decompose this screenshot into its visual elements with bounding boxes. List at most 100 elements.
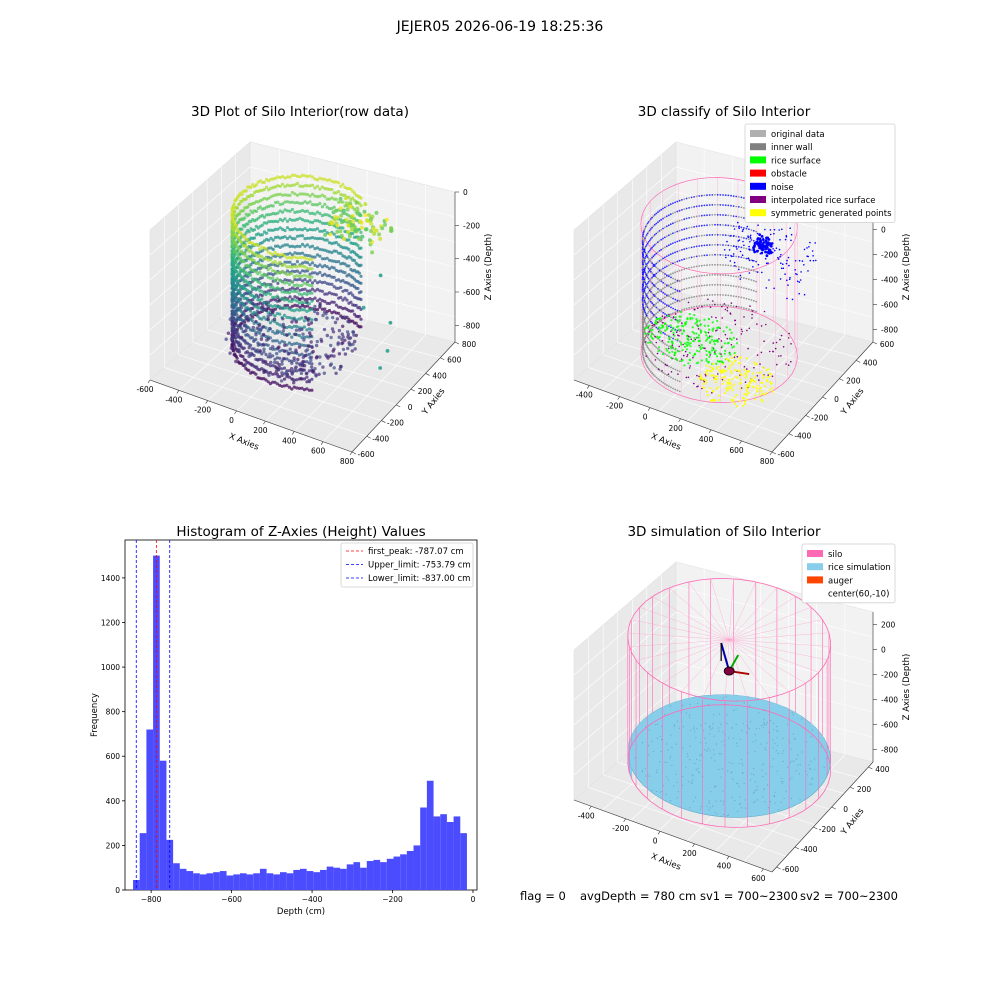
classify-point — [747, 347, 749, 350]
rice-simulation-point — [749, 779, 752, 781]
classify-point — [666, 354, 668, 357]
raw-point — [275, 286, 279, 290]
raw-point — [266, 343, 270, 347]
classify-point — [759, 363, 761, 365]
classify-point — [745, 372, 748, 375]
classify-point — [655, 321, 658, 324]
raw-point — [278, 278, 282, 282]
classify-point — [641, 333, 644, 336]
histogram-title: Histogram of Z-Axies (Height) Values — [176, 524, 425, 540]
silo-roof-spoke — [729, 581, 756, 640]
classify-point — [648, 319, 651, 322]
classify-point — [743, 368, 746, 372]
raw-point — [271, 285, 275, 289]
raw-point — [302, 308, 306, 312]
classify-point — [752, 239, 755, 242]
classify-point — [650, 336, 654, 339]
simulation-3d-plot: 3D simulation of Silo Interior -400-2000… — [573, 524, 912, 883]
classify-point — [716, 233, 719, 236]
classify-point — [745, 386, 748, 389]
raw-point — [295, 341, 299, 345]
rice-simulation-point — [692, 775, 694, 777]
classify-point — [735, 275, 738, 278]
classify-point — [709, 354, 711, 356]
raw-point — [307, 283, 311, 287]
classify-point — [651, 312, 654, 315]
rice-simulation-point — [693, 726, 695, 728]
classify-point — [646, 356, 649, 359]
raw-point — [281, 202, 285, 206]
raw-point — [320, 265, 324, 269]
raw-point — [329, 343, 333, 348]
classify-point — [740, 206, 743, 209]
raw-point — [234, 225, 238, 229]
classify-point — [694, 322, 697, 325]
rice-simulation-point — [742, 722, 744, 725]
classify-point — [686, 354, 689, 356]
classify-point — [678, 219, 681, 222]
rice-simulation-point — [721, 741, 723, 743]
raw-point — [244, 328, 248, 333]
raw-point — [287, 325, 291, 329]
classify-point — [700, 194, 703, 197]
raw-point — [288, 209, 292, 213]
raw-point — [305, 253, 310, 258]
classify-point — [645, 264, 648, 267]
classify-point — [646, 242, 649, 245]
classify-y-tick-label: 600 — [880, 340, 895, 349]
classify-point — [763, 340, 765, 343]
silo-roof-spoke — [729, 639, 790, 692]
classify-point — [764, 239, 768, 243]
classify-point — [752, 259, 755, 262]
rice-simulation-point — [694, 762, 696, 765]
raw-point — [233, 344, 237, 348]
rice-simulation-point — [813, 758, 816, 760]
histogram-bar — [426, 780, 434, 890]
classify-point — [648, 369, 651, 372]
classify-point — [780, 262, 782, 265]
raw-point — [290, 183, 294, 187]
rice-simulation-point — [752, 767, 755, 770]
raw-point — [280, 331, 284, 335]
classify-point — [690, 196, 693, 199]
silo-roof-spoke — [631, 619, 730, 640]
raw-point — [278, 209, 282, 213]
rice-simulation-point — [664, 714, 666, 716]
classify-point — [750, 239, 753, 241]
raw-point — [297, 308, 301, 312]
classify-point — [743, 207, 745, 209]
classify-point — [642, 276, 645, 279]
classify-point — [695, 195, 698, 198]
classify-point — [724, 224, 727, 227]
raw-point — [303, 227, 307, 231]
raw-point — [380, 226, 385, 231]
raw-point — [303, 219, 307, 223]
classify-point — [768, 279, 770, 281]
classify-point — [641, 351, 644, 354]
raw-point — [305, 257, 309, 261]
raw-point — [325, 187, 329, 191]
classify-point — [692, 339, 695, 343]
raw-point — [273, 314, 277, 318]
rice-simulation-point — [772, 722, 775, 724]
raw-point — [302, 335, 306, 339]
classify-point — [641, 350, 644, 352]
raw-point — [288, 251, 292, 255]
rice-simulation-point — [673, 785, 675, 787]
classify-point — [733, 235, 735, 237]
raw-point — [308, 220, 312, 224]
classify-point — [764, 257, 767, 260]
classify-point — [746, 390, 749, 393]
classify-point — [648, 249, 651, 252]
rice-simulation-point — [781, 783, 783, 785]
classify-point — [714, 253, 716, 256]
raw-point — [234, 359, 238, 364]
raw-point — [249, 351, 254, 356]
classify-point — [657, 311, 659, 314]
classify-point — [655, 262, 658, 265]
classify-point — [672, 232, 674, 235]
classify-point — [646, 326, 649, 329]
classify-point — [684, 322, 688, 325]
raw-point — [287, 359, 291, 363]
raw-point — [293, 210, 297, 214]
